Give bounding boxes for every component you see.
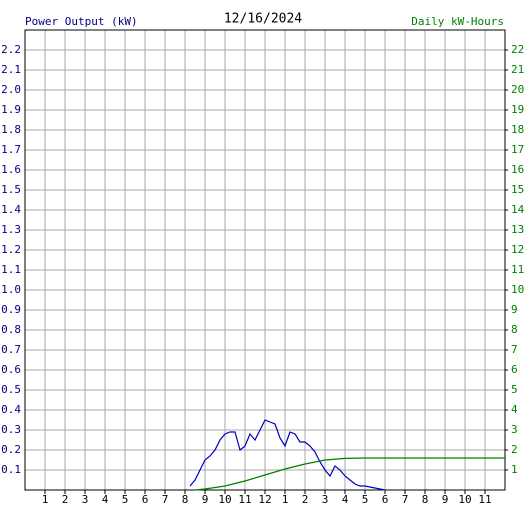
y-tick-label: 0.1 bbox=[1, 463, 21, 476]
y-tick-label: 1.3 bbox=[1, 223, 21, 236]
y2-tick-label: 12 bbox=[511, 243, 524, 256]
x-tick-label: 2 bbox=[62, 493, 69, 506]
x-tick-label: 7 bbox=[402, 493, 409, 506]
x-tick-label: 4 bbox=[342, 493, 349, 506]
y-tick-label: 0.4 bbox=[1, 403, 21, 416]
x-tick-label: 8 bbox=[182, 493, 189, 506]
y2-tick-label: 8 bbox=[511, 323, 518, 336]
x-tick-label: 1 bbox=[282, 493, 289, 506]
x-tick-label: 3 bbox=[82, 493, 89, 506]
y-tick-label: 1.0 bbox=[1, 283, 21, 296]
y2-tick-label: 21 bbox=[511, 63, 524, 76]
y-tick-label: 0.7 bbox=[1, 343, 21, 356]
y-tick-label: 2.2 bbox=[1, 43, 21, 56]
y2-tick-label: 5 bbox=[511, 383, 518, 396]
x-tick-label: 4 bbox=[102, 493, 109, 506]
x-tick-label: 5 bbox=[362, 493, 369, 506]
x-tick-label: 12 bbox=[258, 493, 271, 506]
y2-tick-label: 20 bbox=[511, 83, 524, 96]
y2-tick-label: 4 bbox=[511, 403, 518, 416]
plot-frame bbox=[24, 29, 506, 491]
y-tick-label: 0.2 bbox=[1, 443, 21, 456]
y-tick-label: 0.5 bbox=[1, 383, 21, 396]
y2-tick-label: 6 bbox=[511, 363, 518, 376]
y2-tick-label: 18 bbox=[511, 123, 524, 136]
y-tick-label: 1.4 bbox=[1, 203, 21, 216]
y2-tick-label: 11 bbox=[511, 263, 524, 276]
x-tick-label: 1 bbox=[42, 493, 49, 506]
x-tick-label: 6 bbox=[142, 493, 149, 506]
y-tick-label: 1.7 bbox=[1, 143, 21, 156]
y-tick-label: 0.6 bbox=[1, 363, 21, 376]
x-tick-label: 3 bbox=[322, 493, 329, 506]
x-tick-label: 10 bbox=[218, 493, 231, 506]
x-tick-label: 9 bbox=[202, 493, 209, 506]
series-line bbox=[194, 457, 505, 491]
y-tick-label: 0.9 bbox=[1, 303, 21, 316]
y2-tick-label: 13 bbox=[511, 223, 524, 236]
x-tick-label: 7 bbox=[162, 493, 169, 506]
y-tick-label: 1.5 bbox=[1, 183, 21, 196]
y-tick-label: 0.8 bbox=[1, 323, 21, 336]
x-tick-label: 11 bbox=[478, 493, 491, 506]
y-tick-label: 1.1 bbox=[1, 263, 21, 276]
y-tick-label: 2.1 bbox=[1, 63, 21, 76]
y2-tick-label: 14 bbox=[511, 203, 525, 216]
x-tick-label: 9 bbox=[442, 493, 449, 506]
x-tick-label: 11 bbox=[238, 493, 251, 506]
y2-tick-label: 3 bbox=[511, 423, 518, 436]
chart-title: 12/16/2024 bbox=[224, 12, 302, 27]
y2-tick-label: 10 bbox=[511, 283, 524, 296]
y2-tick-label: 16 bbox=[511, 163, 524, 176]
series-line bbox=[189, 419, 386, 491]
x-tick-label: 6 bbox=[382, 493, 389, 506]
y2-tick-label: 17 bbox=[511, 143, 524, 156]
y-tick-label: 1.2 bbox=[1, 243, 21, 256]
y2-tick-label: 1 bbox=[511, 463, 518, 476]
y2-tick-label: 9 bbox=[511, 303, 518, 316]
y2-tick-label: 19 bbox=[511, 103, 524, 116]
y2-tick-label: 22 bbox=[511, 43, 524, 56]
x-tick-label: 5 bbox=[122, 493, 129, 506]
y-axis-label: Power Output (kW) bbox=[25, 15, 138, 28]
y-tick-label: 1.8 bbox=[1, 123, 21, 136]
y-tick-label: 2.0 bbox=[1, 83, 21, 96]
y2-axis-label: Daily kW-Hours bbox=[411, 15, 504, 28]
x-tick-label: 10 bbox=[458, 493, 471, 506]
x-tick-label: 2 bbox=[302, 493, 309, 506]
x-tick-label: 8 bbox=[422, 493, 429, 506]
y-tick-label: 1.9 bbox=[1, 103, 21, 116]
y-tick-label: 0.3 bbox=[1, 423, 21, 436]
y2-tick-label: 2 bbox=[511, 443, 518, 456]
y-tick-label: 1.6 bbox=[1, 163, 21, 176]
y2-tick-label: 7 bbox=[511, 343, 518, 356]
y2-tick-label: 15 bbox=[511, 183, 524, 196]
